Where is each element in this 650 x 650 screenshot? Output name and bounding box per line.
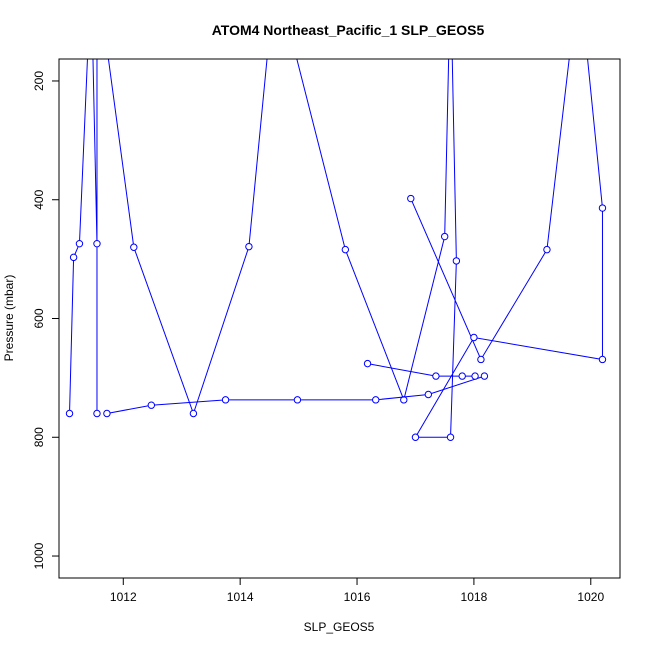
data-point [471,372,479,380]
data-point [341,245,350,254]
x-axis: 1012 1014 1016 1018 1020 [110,577,604,604]
data-point [440,232,449,241]
y-tick-label: 800 [32,427,46,447]
data-point [245,242,253,251]
data-point [424,390,433,399]
data-point [598,355,607,364]
y-axis-label: Pressure (mbar) [2,275,16,362]
data-point [75,239,84,248]
data-point [293,396,302,404]
data-point [480,372,489,380]
data-point [93,239,101,248]
data-point [543,245,551,254]
data-point [407,194,415,203]
x-tick-label: 1016 [344,590,371,604]
y-axis: 200 400 600 800 1000 [32,71,60,569]
y-tick-label: 1000 [32,542,46,569]
data-point [147,401,156,409]
data-point [103,409,111,418]
data-point [189,409,198,418]
data-point [65,409,74,418]
data-point [372,396,380,404]
series-line-3 [367,363,476,377]
data-point [93,409,101,418]
data-point [69,253,78,262]
y-tick-label: 600 [32,308,46,328]
data-point [130,243,138,251]
x-tick-label: 1014 [227,590,254,604]
data-point [411,433,420,441]
data-point [432,372,440,380]
y-tick-label: 200 [32,71,46,91]
data-point [363,359,372,368]
chart-title: ATOM4 Northeast_Pacific_1 SLP_GEOS5 [212,22,485,38]
x-tick-label: 1012 [110,590,137,604]
data-layer [65,59,607,441]
data-point [470,333,478,342]
y-tick-label: 400 [32,189,46,209]
data-point [452,257,461,265]
data-point [598,204,607,212]
data-point [477,355,485,364]
x-axis-label: SLP_GEOS5 [304,620,375,634]
data-point [446,433,455,441]
data-point [458,372,466,380]
data-point [221,396,230,404]
x-tick-label: 1020 [577,590,604,604]
x-tick-label: 1018 [461,590,488,604]
